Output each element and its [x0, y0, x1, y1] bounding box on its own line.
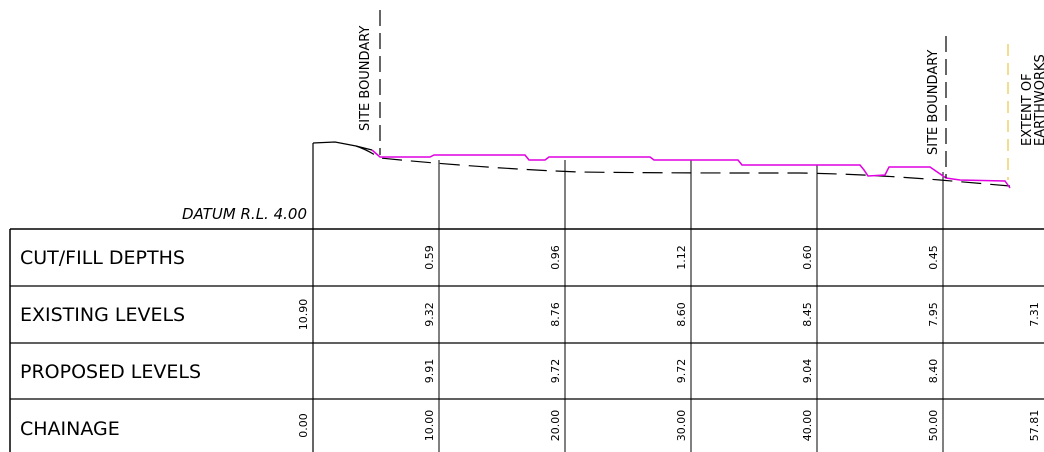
table-values: 0.59 0.96 1.12 0.60 0.45 10.90 9.32 8.76 8.60 8.4… — [297, 245, 1041, 441]
existing-surface-line — [355, 145, 1011, 187]
table-cell-value: 0.96 — [549, 245, 562, 270]
table-cell-value: 0.60 — [801, 245, 814, 270]
table-cell-value: 0.00 — [297, 413, 310, 438]
table-cell-value: 10.90 — [297, 299, 310, 331]
table-cell-value: 9.72 — [675, 359, 688, 384]
table-cell-value: 8.60 — [675, 302, 688, 327]
table-cell-value: 7.95 — [927, 302, 940, 327]
extent-label-line2: EARTHWORKS — [1033, 54, 1044, 146]
table-cell-value: 1.12 — [675, 245, 688, 270]
table-cell-value: 9.91 — [423, 359, 436, 384]
table-cell-value: 30.00 — [675, 410, 688, 442]
row-label-cut-fill: CUT/FILL DEPTHS — [20, 247, 185, 269]
table-cell-value: 8.45 — [801, 302, 814, 327]
table-cell-value: 9.04 — [801, 359, 814, 384]
table-cell-value: 8.40 — [927, 359, 940, 384]
site-boundary-left-label: SITE BOUNDARY — [358, 26, 373, 131]
proposed-surface-line — [371, 149, 1011, 189]
table-cell-value: 8.76 — [549, 302, 562, 327]
extent-label-line1: EXTENT OF — [1020, 73, 1035, 146]
table-cell-value: 20.00 — [549, 410, 562, 442]
datum-label: DATUM R.L. 4.00 — [182, 205, 307, 223]
site-boundary-right-label: SITE BOUNDARY — [926, 50, 941, 155]
row-label-proposed-levels: PROPOSED LEVELS — [20, 361, 201, 383]
table-cell-value: 9.72 — [549, 359, 562, 384]
table-cell-value: 50.00 — [927, 410, 940, 442]
existing-surface-line — [312, 141, 373, 151]
table-cell-value: 7.31 — [1028, 302, 1041, 327]
table-cell-value: 0.45 — [927, 245, 940, 270]
table-cell-value: 40.00 — [801, 410, 814, 442]
row-label-chainage: CHAINAGE — [20, 418, 120, 440]
table-cell-value: 57.81 — [1028, 410, 1041, 442]
table-cell-value: 9.32 — [423, 302, 436, 327]
table-cell-value: 0.59 — [423, 245, 436, 270]
table-cell-value: 10.00 — [423, 410, 436, 442]
row-label-existing-levels: EXISTING LEVELS — [20, 304, 185, 326]
